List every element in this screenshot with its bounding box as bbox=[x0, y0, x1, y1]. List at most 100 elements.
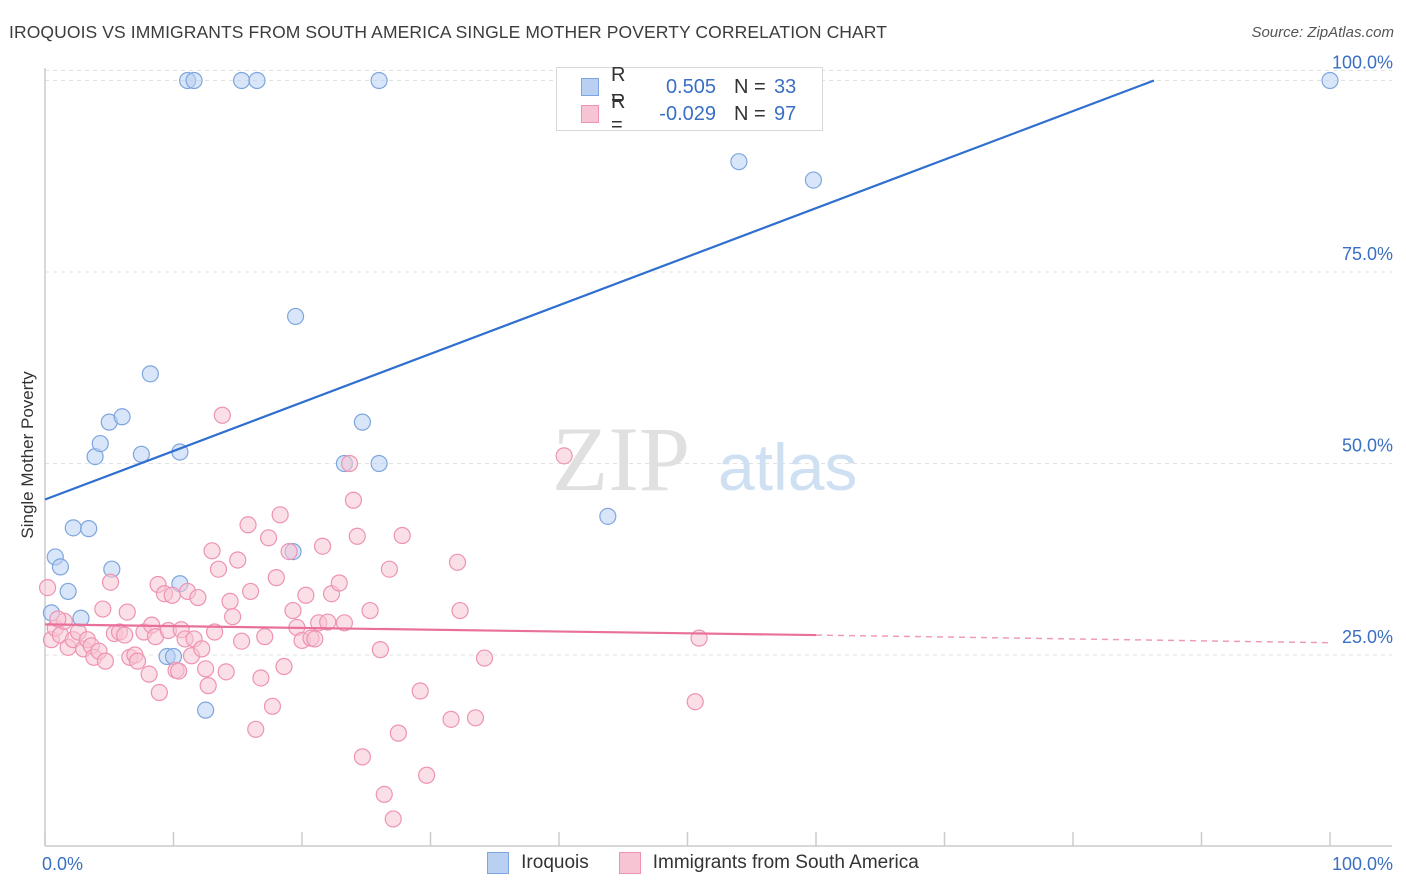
y-tick-label: 25.0% bbox=[1342, 627, 1393, 647]
immigrants-point bbox=[128, 652, 147, 670]
immigrants-point bbox=[271, 506, 289, 524]
immigrants-point bbox=[361, 601, 379, 620]
legend-row-iroquois: R = 0.505 N = 33 bbox=[557, 64, 796, 109]
iroquois-point bbox=[370, 71, 388, 90]
immigrants-point bbox=[163, 586, 181, 604]
trend-lines bbox=[44, 79, 1331, 644]
legend-label-iroquois: Iroquois bbox=[521, 852, 589, 873]
immigrants-point bbox=[213, 406, 231, 424]
immigrants-point bbox=[686, 693, 704, 711]
gridlines bbox=[45, 70, 1392, 656]
immigrants-point bbox=[353, 748, 371, 766]
immigrants-point bbox=[256, 628, 274, 646]
immigrants-point bbox=[380, 560, 398, 578]
iroquois-point bbox=[113, 408, 131, 426]
legend-r-label: R = bbox=[611, 64, 626, 109]
immigrants-point bbox=[209, 560, 228, 578]
immigrants-point bbox=[313, 537, 332, 555]
legend-r-value: -0.029 bbox=[659, 102, 716, 125]
immigrants-point bbox=[229, 551, 247, 569]
axes bbox=[44, 68, 1392, 847]
immigrants-point bbox=[280, 542, 298, 561]
immigrants-point bbox=[297, 586, 315, 604]
immigrants-point bbox=[224, 608, 242, 626]
immigrants-point bbox=[411, 682, 429, 700]
immigrants-point bbox=[442, 710, 460, 728]
immigrants-point bbox=[170, 662, 188, 680]
stats-legend: R = 0.505 N = 33 R = -0.029 N = 97 bbox=[556, 64, 823, 136]
iroquois-point bbox=[1321, 71, 1339, 90]
immigrants-point bbox=[233, 632, 251, 650]
legend-item-immigrants: Immigrants from South America bbox=[618, 852, 919, 874]
iroquois-point bbox=[353, 413, 371, 431]
immigrants-point bbox=[239, 516, 257, 534]
immigrants-point bbox=[371, 641, 389, 659]
legend-n-label: N = bbox=[734, 75, 766, 98]
immigrants-point bbox=[203, 542, 221, 560]
immigrants-point bbox=[384, 810, 402, 828]
legend-row-immigrants: R = -0.029 N = 97 bbox=[557, 91, 796, 136]
iroquois-point bbox=[185, 71, 203, 90]
immigrants-point bbox=[199, 677, 217, 695]
immigrants-point bbox=[348, 527, 366, 545]
immigrants-point bbox=[344, 491, 362, 509]
immigrants-point bbox=[101, 573, 120, 591]
chart-title: IROQUOIS VS IMMIGRANTS FROM SOUTH AMERIC… bbox=[9, 22, 888, 42]
legend-n-label: N = bbox=[734, 102, 766, 125]
iroquois-point bbox=[80, 520, 98, 538]
immigrants-point bbox=[263, 697, 282, 715]
immigrants-point bbox=[466, 709, 485, 727]
y-tick-label: 75.0% bbox=[1342, 244, 1393, 264]
immigrants-point bbox=[375, 785, 393, 804]
tick-labels: 25.0% 50.0% 75.0% 100.0% 0.0% 100.0% bbox=[42, 53, 1393, 875]
legend-r-label: R = bbox=[611, 91, 626, 136]
y-tick-label: 50.0% bbox=[1342, 436, 1393, 456]
immigrants-point bbox=[555, 447, 573, 465]
iroquois-point bbox=[248, 71, 266, 90]
iroquois-point bbox=[599, 507, 617, 525]
immigrants-point bbox=[49, 610, 67, 628]
immigrants-trend-line bbox=[44, 623, 817, 637]
x-tick-label: 0.0% bbox=[42, 854, 83, 874]
legend-swatch-blue bbox=[581, 78, 599, 96]
immigrants-point bbox=[221, 592, 239, 610]
immigrants-point bbox=[140, 665, 158, 683]
immigrants-point bbox=[193, 640, 211, 658]
legend-swatch-blue bbox=[487, 852, 510, 874]
immigrants-point bbox=[118, 603, 136, 621]
immigrants-point bbox=[275, 657, 293, 676]
watermark-atlas: atlas bbox=[718, 430, 857, 504]
watermark-zip: ZIP bbox=[552, 408, 690, 510]
iroquois-point bbox=[51, 558, 70, 576]
x-tick-label: 100.0% bbox=[1332, 854, 1393, 874]
immigrants-point bbox=[94, 600, 112, 618]
legend-item-iroquois: Iroquois bbox=[487, 852, 589, 874]
immigrants-point bbox=[38, 578, 57, 597]
immigrants-point bbox=[189, 588, 207, 607]
immigrants-point bbox=[335, 614, 354, 632]
iroquois-trend-line bbox=[44, 79, 1155, 501]
immigrants-point bbox=[418, 766, 436, 784]
immigrants-point bbox=[330, 574, 348, 592]
immigrants-point bbox=[242, 582, 260, 601]
iroquois-point bbox=[233, 71, 251, 90]
immigrants-point bbox=[340, 454, 359, 473]
immigrants-point bbox=[393, 526, 411, 545]
immigrants-point bbox=[259, 529, 278, 547]
immigrants-point bbox=[475, 649, 494, 667]
immigrants-point bbox=[96, 652, 114, 670]
immigrants-point bbox=[319, 613, 337, 631]
immigrants-point bbox=[389, 724, 407, 742]
legend-swatch-pink bbox=[618, 852, 641, 874]
immigrants-point bbox=[116, 626, 134, 644]
immigrants-point bbox=[217, 663, 235, 681]
immigrants-point bbox=[150, 683, 168, 702]
iroquois-point bbox=[91, 434, 109, 453]
immigrants-point bbox=[451, 601, 469, 620]
legend-label-immigrants: Immigrants from South America bbox=[652, 852, 919, 873]
immigrants-trend-extension bbox=[815, 634, 1331, 644]
iroquois-point bbox=[141, 365, 159, 383]
iroquois-point bbox=[370, 454, 388, 473]
source-label: Source: ZipAtlas.com bbox=[1251, 24, 1394, 41]
